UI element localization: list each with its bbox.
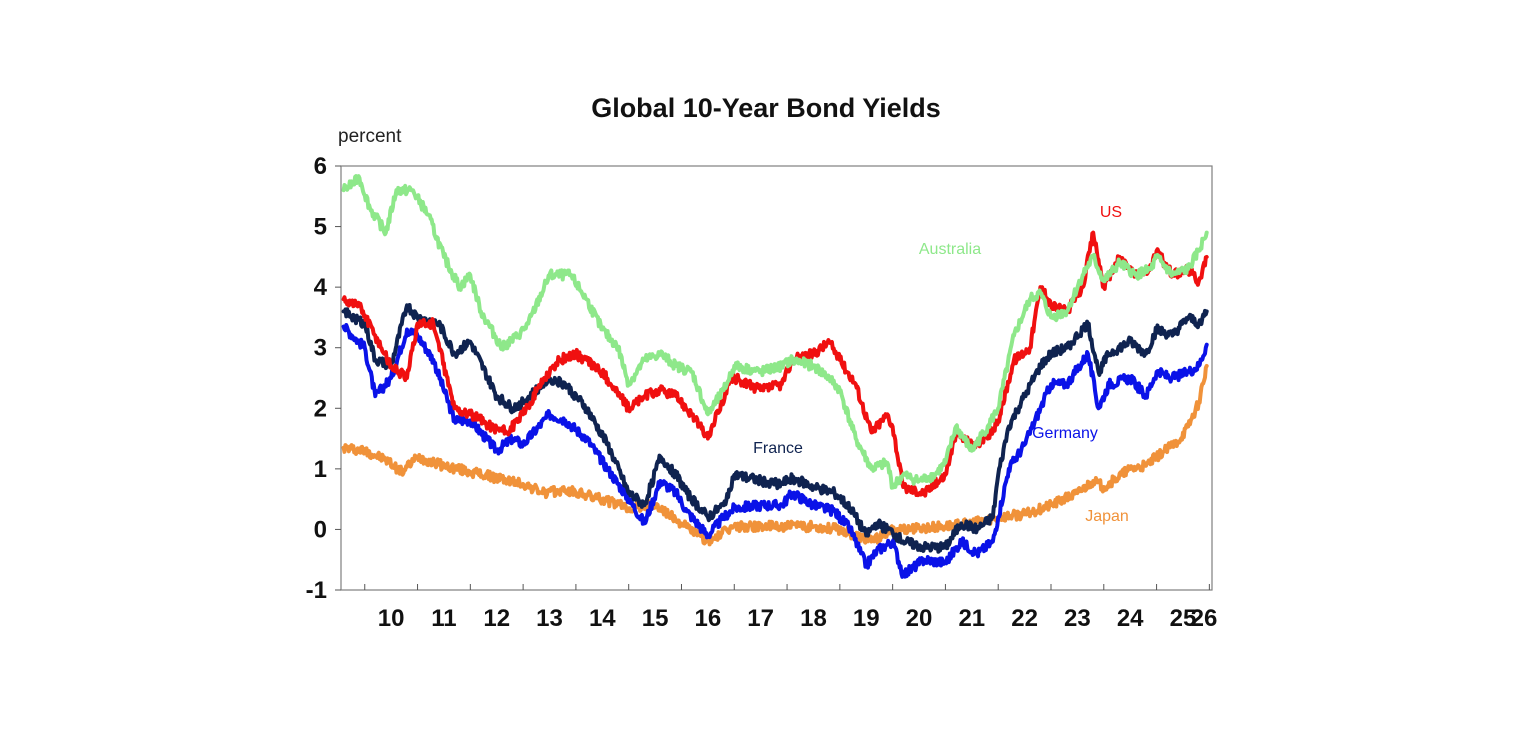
x-tick-label: 22 <box>1011 605 1038 632</box>
x-tick-label: 17 <box>747 605 774 632</box>
series-labels: Japan Germany France US Australia <box>753 204 1129 525</box>
y-tick-label: 4 <box>314 274 328 301</box>
series-group <box>341 174 1209 579</box>
x-tick-label: 26 <box>1191 605 1218 632</box>
x-tick-label: 24 <box>1117 605 1144 632</box>
x-tick-label: 19 <box>853 605 880 632</box>
x-tick-label: 18 <box>800 605 827 632</box>
y-tick-label: 6 <box>314 153 327 180</box>
series-line-japan <box>341 363 1209 547</box>
series-label-us: US <box>1100 204 1122 221</box>
y-tick-label: 2 <box>314 395 327 422</box>
x-tick-label: 20 <box>906 605 933 632</box>
y-tick-label: 0 <box>314 516 327 543</box>
y-tick-label: 5 <box>314 214 327 241</box>
series-line-australia <box>341 174 1209 490</box>
chart-title: Global 10-Year Bond Yields <box>591 93 941 123</box>
x-tick-label: 23 <box>1064 605 1091 632</box>
x-tick-label: 25 <box>1170 605 1197 632</box>
series-label-japan: Japan <box>1085 508 1129 525</box>
x-tick-label: 13 <box>536 605 563 632</box>
series-line-france <box>341 303 1209 554</box>
x-tick-label: 16 <box>695 605 722 632</box>
y-tick-label: 1 <box>314 456 327 483</box>
y-tick-label: 3 <box>314 335 327 362</box>
y-axis-unit-label: percent <box>338 126 402 147</box>
series-line-germany <box>341 323 1209 579</box>
series-label-france: France <box>753 440 803 457</box>
series-label-australia: Australia <box>919 241 981 258</box>
x-tick-label: 12 <box>483 605 510 632</box>
y-axis: -1 0 1 2 3 4 5 6 <box>306 153 341 604</box>
x-tick-label: 10 <box>378 605 405 632</box>
series-label-germany: Germany <box>1032 425 1098 442</box>
x-tick-label: 21 <box>958 605 985 632</box>
y-tick-label: -1 <box>306 577 327 604</box>
x-tick-label: 15 <box>642 605 669 632</box>
x-tick-label: 11 <box>431 605 456 632</box>
x-tick-label: 14 <box>589 605 616 632</box>
